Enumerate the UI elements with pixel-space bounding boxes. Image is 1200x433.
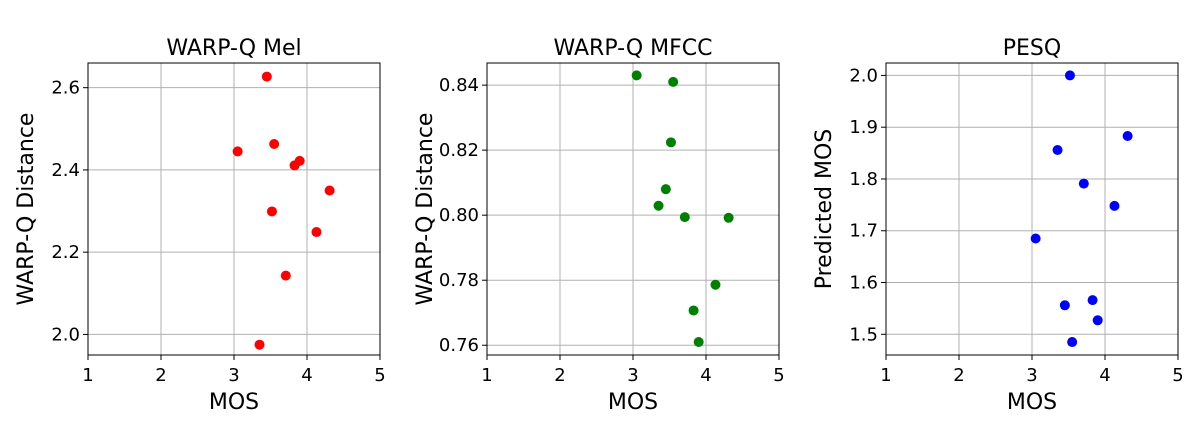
x-axis-label: MOS bbox=[1007, 390, 1057, 415]
subplot-warpq-mfcc: 1 2 3 4 5 0.76 0.78 0.80 0.82 0.84 WARP-Q MFCC MOS W… bbox=[413, 36, 785, 415]
subplot-warpq-mel: 1 2 3 4 5 2.0 2.2 2.4 2.6 WARP-Q Mel MOS WARP-Q Dis… bbox=[14, 36, 386, 415]
y-tick-label: 2.0 bbox=[51, 324, 80, 345]
y-tick-label: 0.76 bbox=[439, 335, 479, 356]
data-point bbox=[1067, 337, 1078, 348]
data-point bbox=[1059, 300, 1070, 311]
y-tick-label: 1.5 bbox=[849, 324, 878, 345]
y-tick-label: 2.4 bbox=[51, 160, 80, 181]
x-tick-label: 1 bbox=[481, 365, 492, 386]
data-point bbox=[1030, 233, 1041, 244]
data-point bbox=[1109, 200, 1120, 211]
x-tick-label: 2 bbox=[953, 365, 964, 386]
data-point bbox=[693, 336, 704, 347]
y-tick-label: 0.84 bbox=[439, 75, 479, 96]
y-tick-label: 0.78 bbox=[439, 270, 479, 291]
data-point bbox=[653, 200, 664, 211]
x-axis-label: MOS bbox=[608, 390, 658, 415]
y-tick-label: 0.82 bbox=[439, 140, 479, 161]
data-point bbox=[679, 212, 690, 223]
data-point bbox=[1087, 295, 1098, 306]
data-point bbox=[631, 70, 642, 81]
data-point bbox=[266, 206, 277, 217]
x-tick-label: 4 bbox=[700, 365, 711, 386]
plot-frame bbox=[486, 62, 780, 356]
x-axis-label: MOS bbox=[209, 390, 259, 415]
data-point bbox=[668, 76, 679, 87]
x-tick-label: 1 bbox=[82, 365, 93, 386]
y-tick-label: 1.7 bbox=[849, 221, 878, 242]
x-tick-label: 5 bbox=[1172, 365, 1183, 386]
y-axis-label: WARP-Q Distance bbox=[413, 113, 438, 306]
y-axis-label: WARP-Q Distance bbox=[14, 113, 39, 306]
y-tick-label: 1.6 bbox=[849, 273, 878, 294]
x-tick-label: 4 bbox=[301, 365, 312, 386]
x-tick-label: 1 bbox=[880, 365, 891, 386]
x-tick-label: 2 bbox=[155, 365, 166, 386]
plot-frame bbox=[885, 62, 1179, 356]
y-tick-label: 2.2 bbox=[51, 242, 80, 263]
data-point bbox=[289, 160, 300, 171]
subplot-pesq: 1 2 3 4 5 1.5 1.6 1.7 1.8 1.9 2.0 PESQ MOS Predicted … bbox=[812, 36, 1184, 415]
data-point bbox=[269, 139, 280, 150]
x-tick-label: 3 bbox=[627, 365, 638, 386]
y-tick-label: 2.6 bbox=[51, 78, 80, 99]
x-tick-label: 4 bbox=[1099, 365, 1110, 386]
x-tick-label: 5 bbox=[773, 365, 784, 386]
data-point bbox=[660, 184, 671, 195]
y-tick-label: 0.80 bbox=[439, 205, 479, 226]
data-point bbox=[665, 137, 676, 148]
data-point bbox=[1052, 144, 1063, 155]
data-point bbox=[311, 227, 322, 238]
data-point bbox=[710, 279, 721, 290]
data-point bbox=[324, 185, 335, 196]
x-tick-label: 3 bbox=[1026, 365, 1037, 386]
data-point bbox=[254, 339, 265, 350]
y-axis-label: Predicted MOS bbox=[812, 129, 837, 290]
chart-title: WARP-Q MFCC bbox=[553, 36, 712, 61]
x-tick-label: 5 bbox=[374, 365, 385, 386]
y-tick-label: 1.9 bbox=[849, 117, 878, 138]
x-tick-label: 2 bbox=[554, 365, 565, 386]
data-point bbox=[688, 305, 699, 316]
data-point bbox=[261, 71, 272, 82]
data-point bbox=[280, 270, 291, 281]
chart-title: WARP-Q Mel bbox=[166, 36, 301, 61]
data-point bbox=[723, 212, 734, 223]
data-point bbox=[1078, 178, 1089, 189]
y-tick-label: 1.8 bbox=[849, 169, 878, 190]
data-point bbox=[1064, 70, 1075, 81]
data-point bbox=[1122, 131, 1133, 141]
chart-title: PESQ bbox=[1003, 36, 1061, 61]
x-tick-label: 3 bbox=[228, 365, 239, 386]
data-point bbox=[1092, 315, 1103, 326]
y-tick-label: 2.0 bbox=[849, 65, 878, 86]
data-point bbox=[232, 146, 243, 157]
plot-frame bbox=[87, 62, 381, 356]
